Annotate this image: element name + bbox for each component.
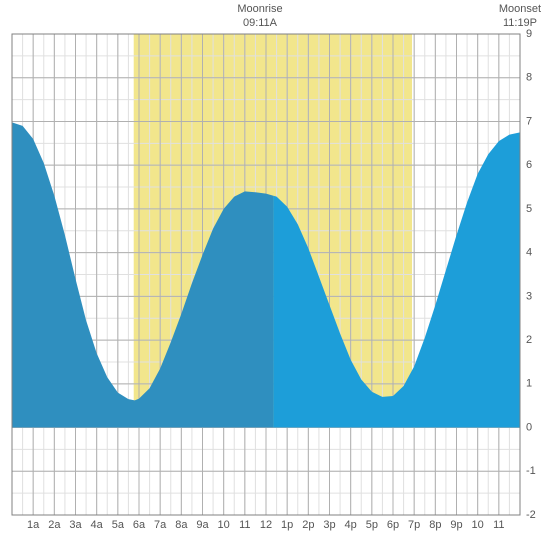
y-tick-label: 2 (526, 334, 532, 346)
x-tick-label: 4a (91, 519, 104, 531)
x-tick-label: 10 (218, 519, 230, 531)
chart-svg: -2-101234567891a2a3a4a5a6a7a8a9a1011121p… (0, 0, 550, 550)
moonrise-label: Moonrise (237, 3, 282, 15)
x-tick-label: 3a (69, 519, 82, 531)
x-tick-label: 6a (133, 519, 146, 531)
x-tick-label: 5a (112, 519, 125, 531)
x-tick-label: 8a (175, 519, 188, 531)
y-tick-label: -2 (526, 509, 536, 521)
x-tick-label: 3p (323, 519, 335, 531)
x-tick-label: 7a (154, 519, 167, 531)
moonrise-value: 09:11A (243, 17, 278, 29)
x-tick-label: 9a (196, 519, 209, 531)
x-tick-label: 4p (345, 519, 357, 531)
x-tick-label: 11 (493, 519, 504, 531)
x-tick-label: 12 (260, 519, 272, 531)
x-tick-label: 2p (302, 519, 314, 531)
y-tick-label: 8 (526, 72, 532, 84)
moonset-label: Moonset (499, 3, 541, 15)
y-tick-label: 5 (526, 203, 532, 215)
y-tick-label: 0 (526, 421, 532, 433)
x-tick-label: 7p (408, 519, 420, 531)
y-tick-label: 3 (526, 290, 532, 302)
moonset-value: 11:19P (503, 17, 537, 29)
x-tick-label: 5p (366, 519, 378, 531)
x-tick-label: 2a (48, 519, 61, 531)
tide-chart: -2-101234567891a2a3a4a5a6a7a8a9a1011121p… (0, 0, 550, 550)
y-tick-label: 1 (526, 378, 532, 390)
x-tick-label: 11 (239, 519, 250, 531)
x-tick-label: 10 (472, 519, 484, 531)
y-tick-label: 6 (526, 159, 532, 171)
y-tick-label: -1 (526, 465, 536, 477)
y-tick-label: 7 (526, 115, 532, 127)
y-tick-label: 9 (526, 28, 532, 40)
x-tick-label: 6p (387, 519, 399, 531)
x-tick-label: 9p (450, 519, 462, 531)
x-tick-label: 1a (27, 519, 40, 531)
y-tick-label: 4 (526, 247, 532, 259)
x-tick-label: 8p (429, 519, 441, 531)
x-tick-label: 1p (281, 519, 293, 531)
